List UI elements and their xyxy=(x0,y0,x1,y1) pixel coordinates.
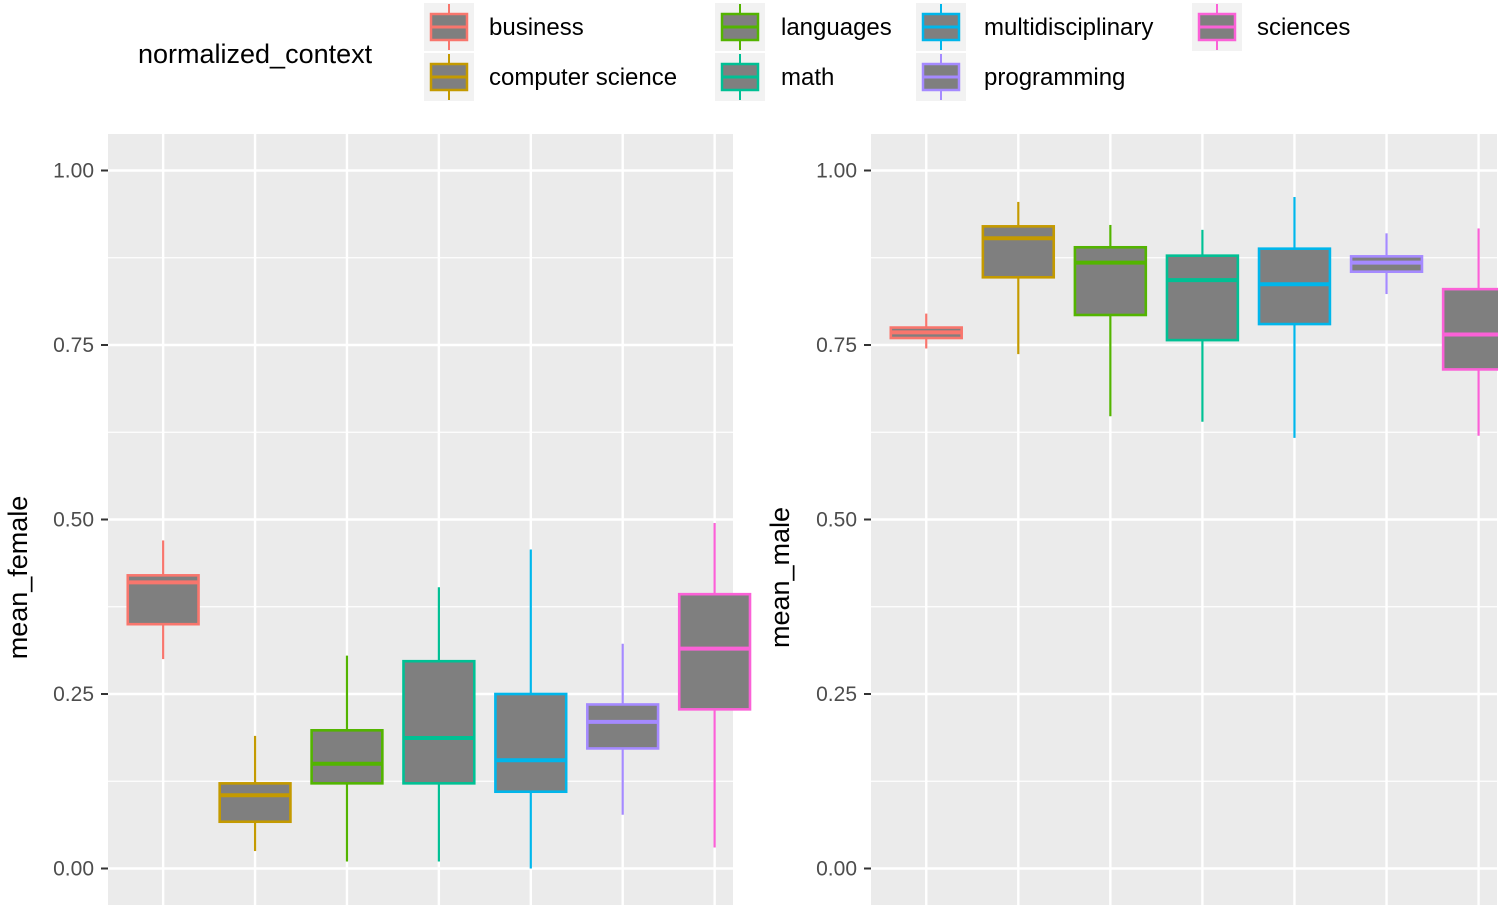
box-multidisciplinary xyxy=(1257,197,1332,438)
box-iqr xyxy=(677,592,752,711)
y-tick-label: 0.25 xyxy=(53,683,94,706)
legend-item: programming xyxy=(916,53,1125,101)
box-iqr xyxy=(1441,287,1498,371)
box-math xyxy=(402,587,476,862)
box-business xyxy=(889,313,963,349)
box-iqr xyxy=(1165,254,1240,342)
legend-label: languages xyxy=(781,14,892,41)
box-programming xyxy=(586,643,660,815)
y-tick-label: 0.75 xyxy=(53,334,94,357)
legend: normalized_context business computer scie… xyxy=(138,3,1350,101)
legend-label: programming xyxy=(984,64,1125,91)
y-tick-label: 0.50 xyxy=(816,509,857,532)
y-tick-label: 0.00 xyxy=(53,858,94,881)
legend-item: business xyxy=(424,3,584,51)
legend-label: math xyxy=(781,64,834,91)
box-iqr xyxy=(402,659,476,785)
box-business xyxy=(126,540,200,660)
legend-item: computer science xyxy=(424,53,677,101)
legend-item: languages xyxy=(715,3,892,51)
legend-label: computer science xyxy=(489,64,677,91)
box-languages xyxy=(310,655,384,862)
box-iqr xyxy=(218,782,292,824)
y-tick-label: 0.75 xyxy=(816,334,857,357)
box-computer-science xyxy=(218,735,292,852)
panel-mean-male: 0.00 0.25 0.50 0.75 1.00 mean_male xyxy=(765,134,1498,905)
y-tick-label: 0.50 xyxy=(53,509,94,532)
box-iqr xyxy=(1257,247,1332,326)
legend-label: business xyxy=(489,14,584,41)
box-languages xyxy=(1073,224,1148,417)
box-sciences xyxy=(677,522,752,848)
box-programming xyxy=(1349,233,1424,295)
box-iqr xyxy=(586,703,660,750)
legend-title: normalized_context xyxy=(138,39,373,69)
y-tick-label: 1.00 xyxy=(816,160,857,183)
box-math xyxy=(1165,229,1240,422)
box-computer-science xyxy=(981,201,1056,355)
box-multidisciplinary xyxy=(494,549,568,869)
legend-label: multidisciplinary xyxy=(984,14,1153,41)
box-iqr xyxy=(1073,245,1148,317)
y-axis-title: mean_female xyxy=(3,496,33,660)
y-tick-label: 0.25 xyxy=(816,683,857,706)
panel-mean-female: 0.00 0.25 0.50 0.75 1.00 mean_female xyxy=(3,134,752,905)
y-tick-label: 1.00 xyxy=(53,160,94,183)
box-iqr xyxy=(494,692,568,794)
legend-label: sciences xyxy=(1257,14,1350,41)
box-sciences xyxy=(1441,228,1498,436)
y-tick-label: 0.00 xyxy=(816,858,857,881)
box-iqr xyxy=(310,728,384,785)
box-iqr xyxy=(981,225,1056,279)
y-axis-title: mean_male xyxy=(765,507,795,648)
legend-item: math xyxy=(715,53,834,101)
legend-item: sciences xyxy=(1192,3,1350,51)
legend-item: multidisciplinary xyxy=(916,3,1153,51)
